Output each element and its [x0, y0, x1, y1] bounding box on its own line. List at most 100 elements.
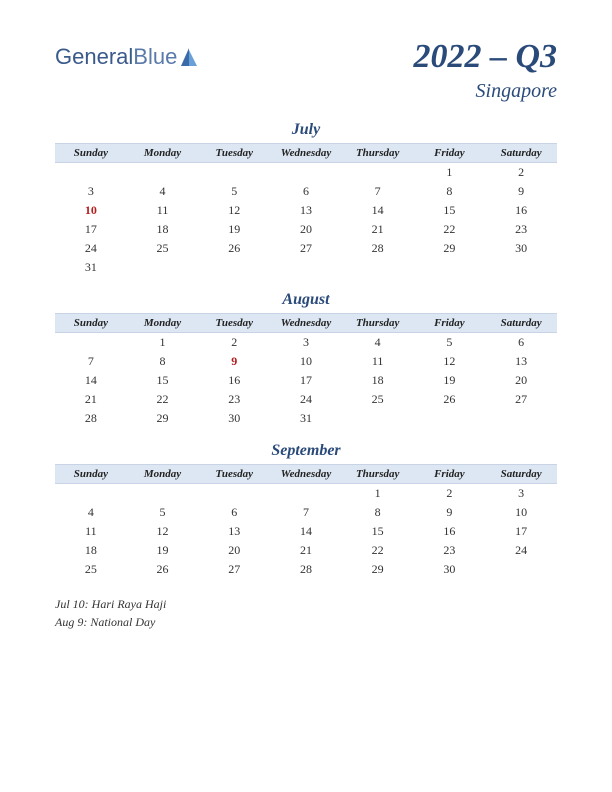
day-cell	[198, 258, 270, 277]
day-header: Thursday	[342, 314, 414, 333]
day-cell: 11	[127, 201, 199, 220]
day-cell: 20	[198, 541, 270, 560]
day-cell: 18	[127, 220, 199, 239]
day-cell: 19	[414, 371, 486, 390]
day-cell: 27	[270, 239, 342, 258]
day-cell: 13	[198, 522, 270, 541]
day-cell: 7	[342, 182, 414, 201]
day-cell: 6	[270, 182, 342, 201]
day-cell: 28	[270, 560, 342, 579]
day-cell: 14	[270, 522, 342, 541]
day-cell	[127, 484, 199, 504]
table-row: 17181920212223	[55, 220, 557, 239]
day-cell: 2	[485, 163, 557, 183]
day-cell: 12	[198, 201, 270, 220]
day-cell: 8	[127, 352, 199, 371]
day-cell: 21	[342, 220, 414, 239]
day-header: Sunday	[55, 144, 127, 163]
day-header: Wednesday	[270, 465, 342, 484]
day-cell: 28	[342, 239, 414, 258]
day-cell: 9	[485, 182, 557, 201]
day-cell: 3	[55, 182, 127, 201]
day-cell: 30	[414, 560, 486, 579]
day-cell	[127, 258, 199, 277]
day-cell: 17	[55, 220, 127, 239]
day-cell: 26	[198, 239, 270, 258]
day-cell: 31	[270, 409, 342, 428]
day-cell: 24	[55, 239, 127, 258]
day-cell: 6	[198, 503, 270, 522]
table-row: 10111213141516	[55, 201, 557, 220]
day-cell: 24	[485, 541, 557, 560]
day-header: Thursday	[342, 465, 414, 484]
day-header: Monday	[127, 314, 199, 333]
table-row: 14151617181920	[55, 371, 557, 390]
day-cell: 15	[342, 522, 414, 541]
day-cell	[485, 258, 557, 277]
day-header: Tuesday	[198, 144, 270, 163]
table-row: 123456	[55, 333, 557, 353]
day-cell	[55, 163, 127, 183]
day-cell: 1	[414, 163, 486, 183]
day-cell: 23	[485, 220, 557, 239]
month-block: JulySundayMondayTuesdayWednesdayThursday…	[55, 121, 557, 277]
day-cell: 24	[270, 390, 342, 409]
day-cell: 8	[342, 503, 414, 522]
day-cell	[414, 258, 486, 277]
day-cell: 12	[414, 352, 486, 371]
calendar-table: SundayMondayTuesdayWednesdayThursdayFrid…	[55, 464, 557, 579]
calendar-table: SundayMondayTuesdayWednesdayThursdayFrid…	[55, 313, 557, 428]
day-cell: 21	[55, 390, 127, 409]
day-cell: 17	[485, 522, 557, 541]
day-header: Saturday	[485, 465, 557, 484]
day-cell: 15	[414, 201, 486, 220]
day-header: Friday	[414, 465, 486, 484]
day-cell: 31	[55, 258, 127, 277]
logo-text-2: Blue	[133, 44, 177, 70]
day-header: Monday	[127, 144, 199, 163]
day-header: Friday	[414, 144, 486, 163]
day-cell	[485, 409, 557, 428]
month-name: July	[55, 121, 557, 139]
day-cell: 28	[55, 409, 127, 428]
day-cell: 11	[342, 352, 414, 371]
day-cell: 9	[414, 503, 486, 522]
logo-text-1: General	[55, 44, 133, 70]
day-cell: 7	[270, 503, 342, 522]
title-main: 2022 – Q3	[413, 40, 557, 74]
day-cell	[55, 484, 127, 504]
day-cell: 1	[342, 484, 414, 504]
day-cell: 12	[127, 522, 199, 541]
table-row: 12	[55, 163, 557, 183]
day-header: Monday	[127, 465, 199, 484]
holiday-note-line: Jul 10: Hari Raya Haji	[55, 595, 557, 613]
table-row: 11121314151617	[55, 522, 557, 541]
day-cell: 26	[414, 390, 486, 409]
day-cell: 16	[198, 371, 270, 390]
day-cell: 18	[55, 541, 127, 560]
table-row: 252627282930	[55, 560, 557, 579]
day-cell: 7	[55, 352, 127, 371]
day-cell: 17	[270, 371, 342, 390]
day-cell	[342, 163, 414, 183]
day-cell: 20	[270, 220, 342, 239]
day-cell: 13	[485, 352, 557, 371]
day-cell: 22	[127, 390, 199, 409]
day-cell: 2	[198, 333, 270, 353]
day-header: Friday	[414, 314, 486, 333]
day-cell	[270, 258, 342, 277]
day-cell: 29	[342, 560, 414, 579]
day-cell	[414, 409, 486, 428]
title-sub: Singapore	[413, 80, 557, 103]
day-cell: 10	[270, 352, 342, 371]
header: GeneralBlue 2022 – Q3 Singapore	[55, 40, 557, 103]
day-cell: 30	[485, 239, 557, 258]
day-header: Sunday	[55, 314, 127, 333]
day-cell: 10	[55, 201, 127, 220]
logo-sail-icon	[179, 46, 199, 68]
day-cell: 22	[414, 220, 486, 239]
table-row: 24252627282930	[55, 239, 557, 258]
day-header: Saturday	[485, 314, 557, 333]
day-cell: 5	[198, 182, 270, 201]
day-cell: 16	[485, 201, 557, 220]
